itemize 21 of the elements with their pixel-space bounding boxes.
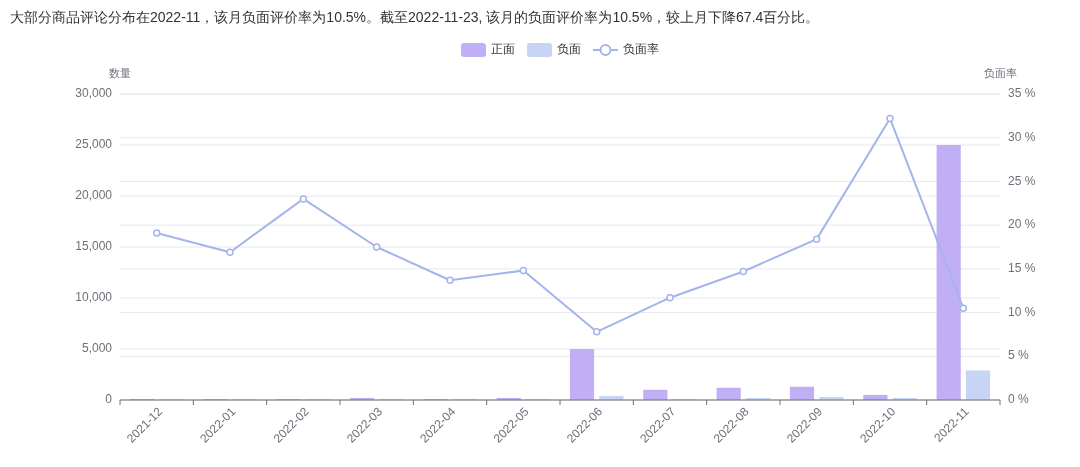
ytick: 20,000 xyxy=(75,188,112,203)
ytick: 25,000 xyxy=(75,137,112,152)
legend-label: 负面 xyxy=(557,42,581,57)
ytick: 30,000 xyxy=(75,86,112,101)
y2tick: 10 % xyxy=(1008,304,1036,319)
ytick: 10,000 xyxy=(75,290,112,305)
legend-label: 正面 xyxy=(491,42,515,57)
y2tick: 25 % xyxy=(1008,173,1036,188)
y2tick: 5 % xyxy=(1008,348,1029,363)
ytick: 5,000 xyxy=(81,341,112,356)
y2tick: 20 % xyxy=(1008,217,1036,232)
y2label: 负面率 xyxy=(983,67,1017,79)
ylabel: 数量 xyxy=(109,67,131,79)
ytick: 15,000 xyxy=(75,239,112,254)
y2tick: 15 % xyxy=(1008,261,1036,276)
y2tick: 0 % xyxy=(1008,392,1029,407)
legend-label: 负面率 xyxy=(623,42,659,57)
y2tick: 30 % xyxy=(1008,129,1036,144)
title: 大部分商品评论分布在2022-11，该月负面评价率为10.5%。截至2022-11-23, 该月的负面评价率为10.5%，较上月下降67.4百分比。 xyxy=(10,9,820,25)
y2tick: 35 % xyxy=(1008,86,1036,101)
ytick: 0 xyxy=(105,392,112,407)
